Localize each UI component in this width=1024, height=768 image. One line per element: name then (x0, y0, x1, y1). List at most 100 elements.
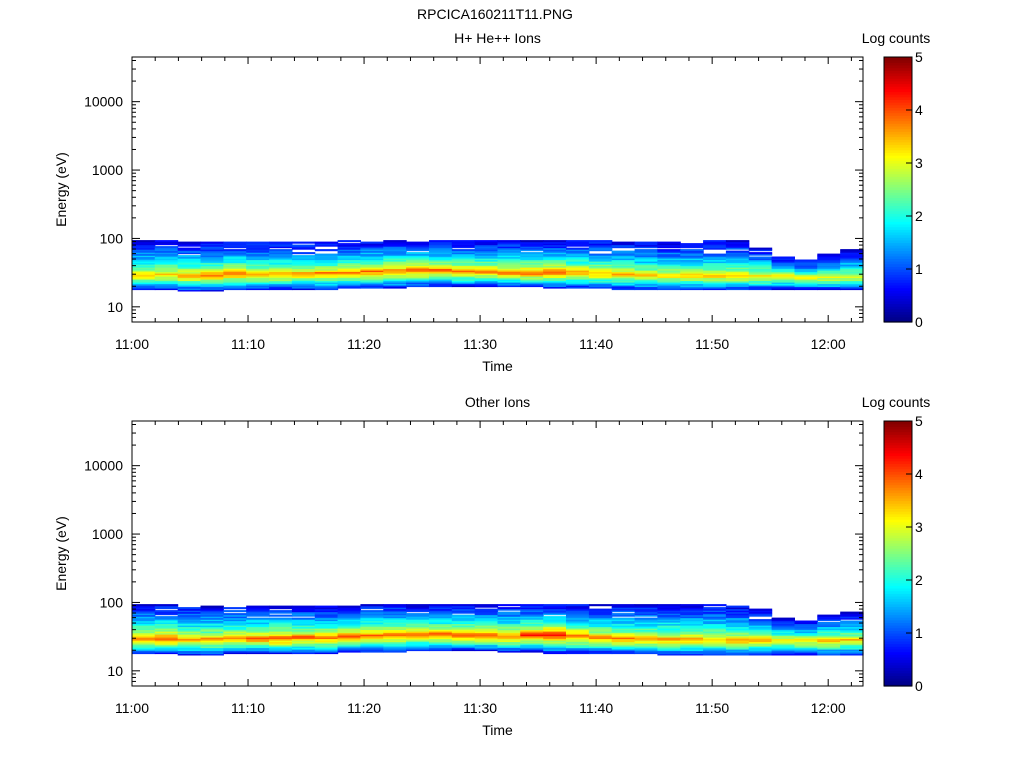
spectrogram-cell (703, 270, 727, 273)
spectrogram-cell (474, 271, 499, 274)
spectrogram-cell (748, 280, 773, 283)
spectrogram-cell (406, 264, 430, 267)
spectrogram-cell (634, 271, 658, 274)
spectrogram-cell (543, 268, 567, 271)
spectrogram-cell (360, 616, 384, 619)
colorbar-segment (884, 521, 912, 525)
colorbar-segment (884, 284, 912, 289)
spectrogram-cell (794, 653, 818, 656)
spectrogram-cell (314, 620, 339, 623)
spectrogram-cell (246, 286, 270, 289)
spectrogram-cell (337, 638, 361, 641)
spectrogram-cell (840, 634, 864, 637)
spectrogram-cell (474, 604, 499, 607)
spectrogram-cell (634, 623, 658, 626)
spectrogram-cell (634, 258, 658, 261)
colorbar-segment (884, 479, 912, 483)
spectrogram-cell (154, 613, 179, 616)
spectrogram-cell (703, 628, 727, 631)
spectrogram-cell (520, 638, 544, 641)
spectrogram-cell (725, 631, 750, 634)
spectrogram-cell (725, 626, 750, 629)
spectrogram-cell (543, 256, 567, 259)
colorbar-segment (884, 598, 912, 602)
spectrogram-cell (337, 243, 361, 246)
spectrogram-cell (314, 628, 339, 631)
spectrogram-cell (200, 616, 224, 619)
colorbar-segment (884, 245, 912, 249)
spectrogram-cell (794, 634, 818, 637)
spectrogram-cell (474, 247, 499, 250)
spectrogram-cell (269, 241, 293, 244)
spectrogram-cell (269, 283, 293, 286)
spectrogram-cell (771, 640, 795, 643)
spectrogram-cell (840, 265, 864, 268)
spectrogram-cell (154, 638, 179, 641)
spectrogram-cell (429, 632, 453, 635)
colorbar-segment (884, 587, 912, 592)
spectrogram-cell (680, 611, 704, 614)
spectrogram-cell (132, 641, 156, 644)
spectrogram-cell (520, 258, 544, 261)
spectrogram-cell (223, 616, 247, 619)
colorbar-segment (884, 303, 912, 307)
spectrogram-cell (154, 259, 179, 262)
spectrogram-cell (223, 644, 247, 647)
spectrogram-cell (337, 264, 361, 267)
spectrogram-cell (406, 285, 430, 288)
spectrogram-cell (200, 243, 224, 246)
spectrogram-cell (817, 637, 841, 640)
spectrogram-cell (657, 252, 681, 255)
colorbar-segment (884, 582, 912, 586)
spectrogram-cell (634, 244, 658, 247)
spectrogram-cell (634, 620, 658, 623)
spectrogram-cell (177, 249, 202, 252)
colorbar-segment (884, 266, 912, 270)
spectrogram-cell (451, 279, 476, 282)
spectrogram-cell (429, 264, 453, 267)
spectrogram-cell (497, 273, 521, 276)
spectrogram-cell (680, 643, 704, 646)
spectrogram-cell (474, 638, 499, 641)
spectrogram-cell (291, 623, 316, 626)
spectrogram-cell (200, 653, 224, 656)
spectrogram-cell (154, 650, 179, 653)
spectrogram-cell (451, 259, 476, 262)
colorbar-segment (884, 125, 912, 130)
spectrogram-cell (383, 629, 407, 632)
spectrogram-cell (520, 270, 544, 273)
x-axis-label: Time (482, 722, 513, 738)
spectrogram-cell (269, 270, 293, 273)
spectrogram-cell (543, 264, 567, 267)
spectrogram-cell (269, 243, 293, 246)
spectrogram-cell (611, 246, 636, 249)
spectrogram-cell (291, 246, 316, 249)
spectrogram-cell (611, 252, 636, 255)
spectrogram-cell (406, 629, 430, 632)
spectrogram-cell (657, 280, 681, 283)
spectrogram-cell (680, 250, 704, 253)
spectrogram-cell (223, 610, 247, 613)
spectrogram-cell (543, 276, 567, 279)
spectrogram-cell (543, 632, 567, 635)
spectrogram-cell (657, 626, 681, 629)
spectrogram-cell (246, 273, 270, 276)
spectrogram-cell (337, 273, 361, 276)
spectrogram-cell (840, 259, 864, 262)
spectrogram-cell (177, 247, 202, 250)
colorbar-segment (884, 545, 912, 549)
spectrogram-cell (657, 286, 681, 289)
spectrogram-cell (725, 265, 750, 268)
spectrogram-cell (314, 264, 339, 267)
spectrogram-cell (725, 274, 750, 277)
spectrogram-cell (725, 256, 750, 259)
spectrogram-cell (817, 277, 841, 280)
spectrogram-cell (497, 619, 521, 622)
spectrogram-cell (200, 637, 224, 640)
spectrogram-cell (177, 649, 202, 652)
spectrogram-cell (748, 247, 773, 250)
spectrogram-cell (223, 652, 247, 655)
spectrogram-cell (588, 262, 613, 265)
spectrogram-cell (771, 283, 795, 286)
spectrogram-cell (291, 635, 316, 638)
